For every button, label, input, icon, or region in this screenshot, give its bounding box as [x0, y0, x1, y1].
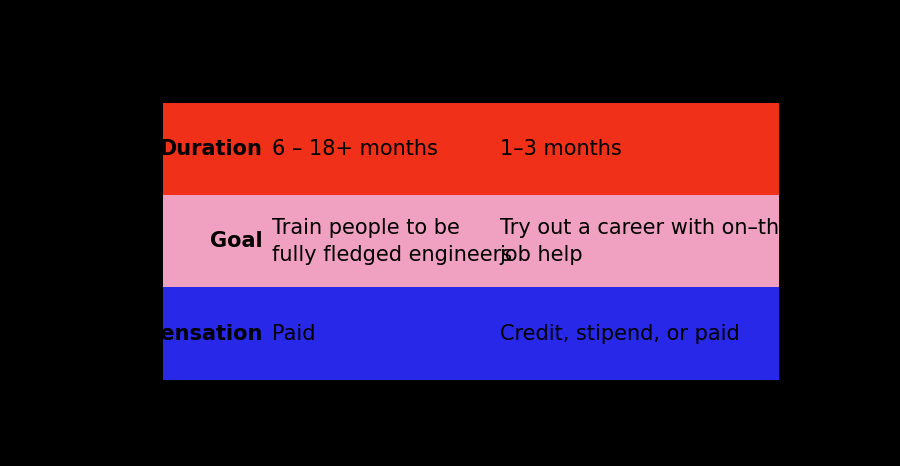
Text: Try out a career with on–the–
job help: Try out a career with on–the– job help — [500, 218, 802, 265]
Text: Train people to be
fully fledged engineers: Train people to be fully fledged enginee… — [272, 218, 512, 265]
Text: 6 – 18+ months: 6 – 18+ months — [272, 139, 437, 159]
Text: 1–3 months: 1–3 months — [500, 139, 621, 159]
Bar — [163, 288, 779, 380]
Text: Paid: Paid — [272, 323, 315, 343]
Text: Goal: Goal — [210, 232, 263, 252]
Bar — [163, 103, 779, 195]
Text: Duration: Duration — [159, 139, 263, 159]
Bar — [163, 195, 779, 288]
Text: Credit, stipend, or paid: Credit, stipend, or paid — [500, 323, 740, 343]
Text: Compensation: Compensation — [94, 323, 263, 343]
